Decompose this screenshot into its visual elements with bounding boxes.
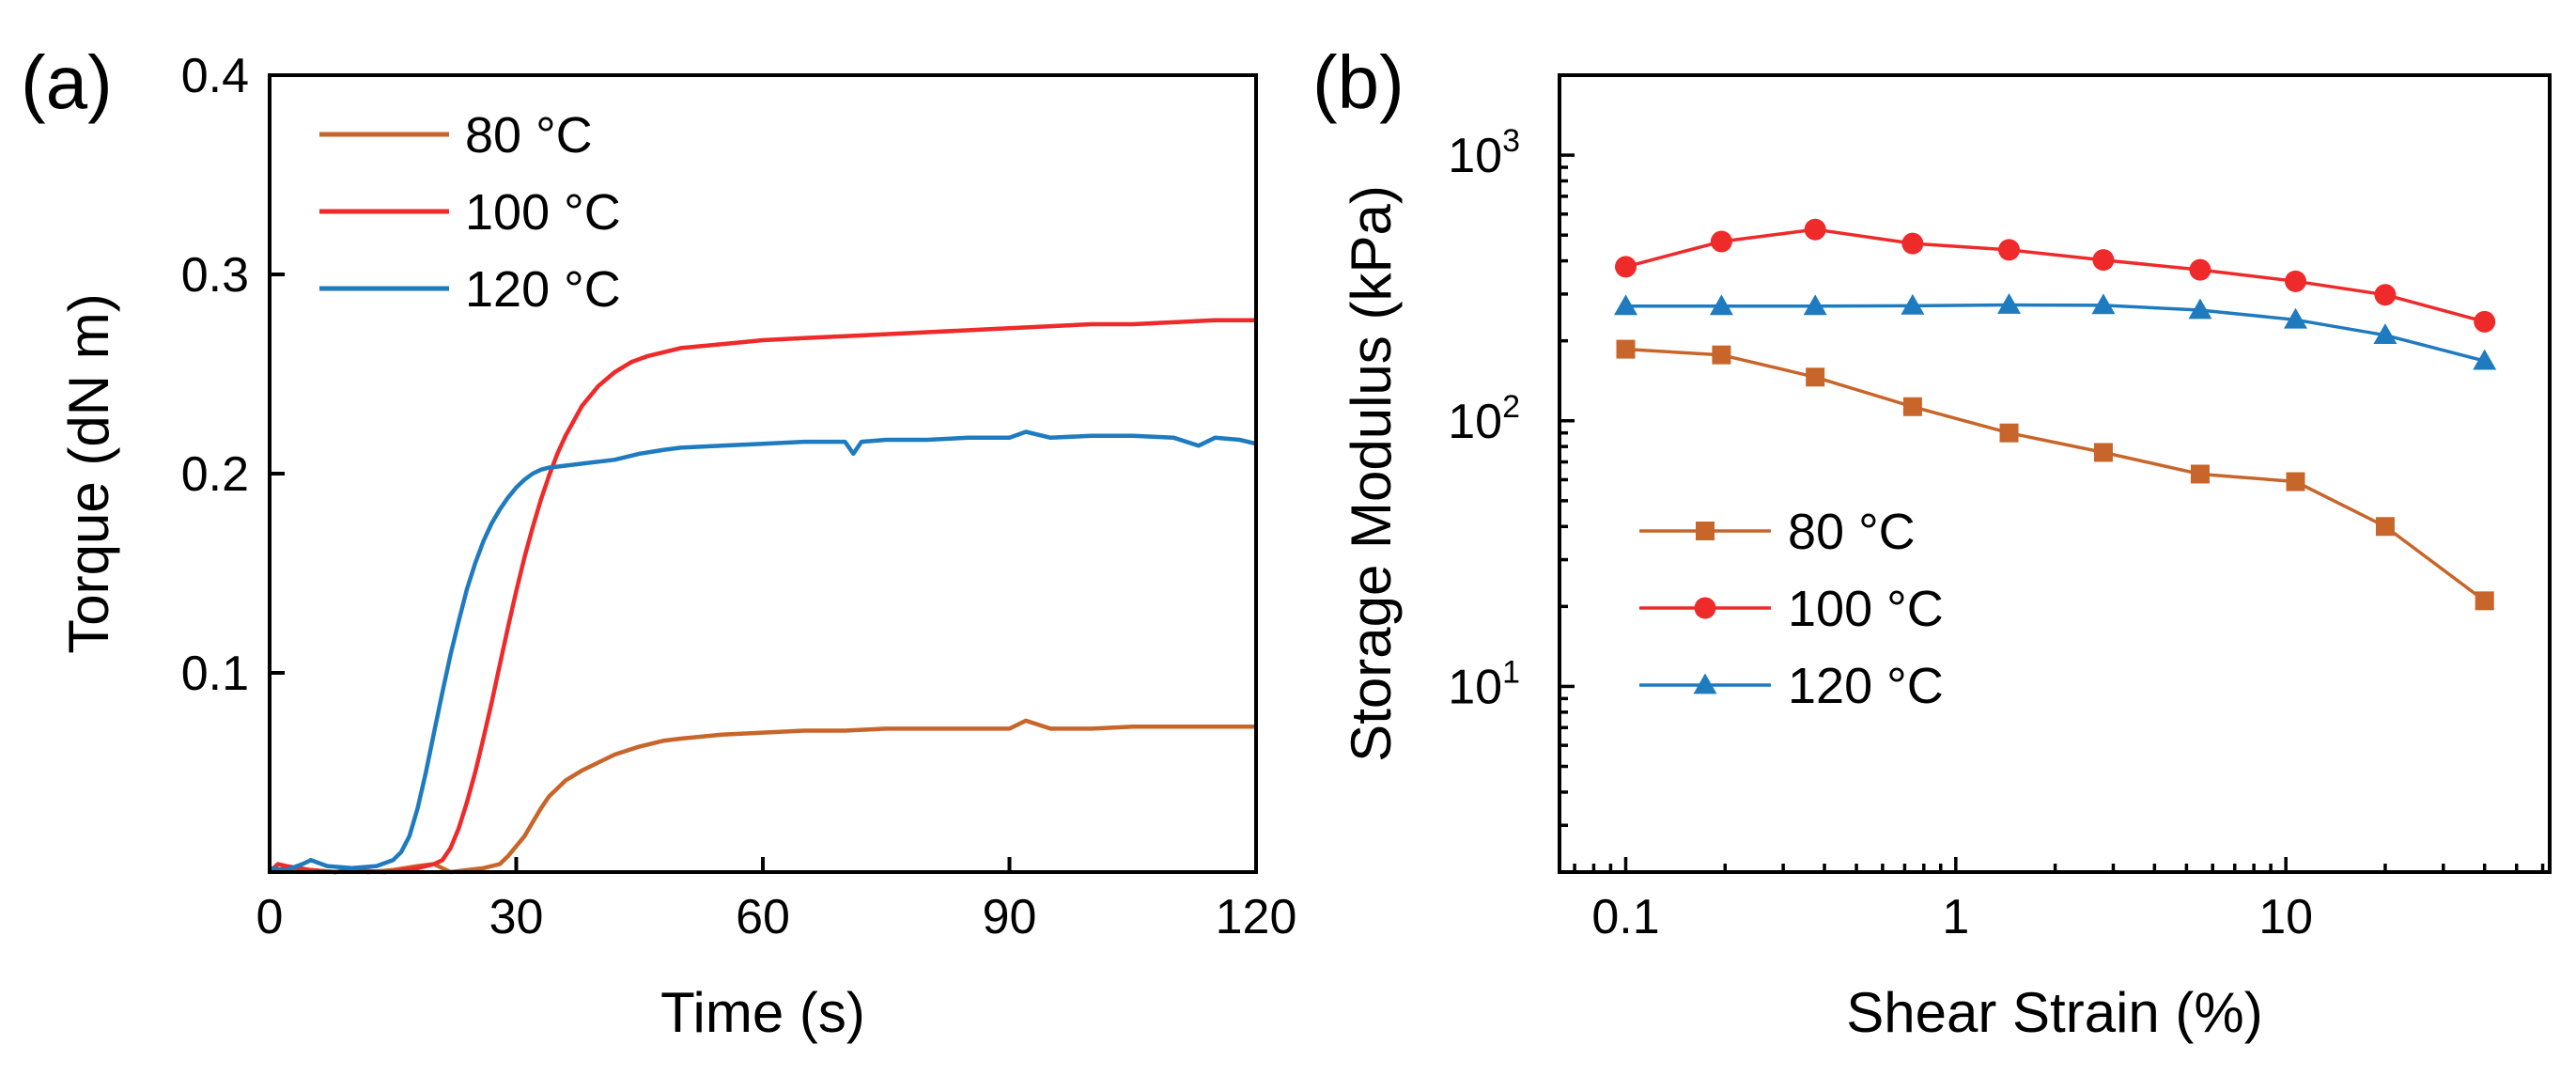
panel-a: (a) 0 30 60 90 120 0.1 0.2 0.3 0.4 80 °C 100 °C 12… [21, 40, 1296, 1044]
panel-a-series-line [269, 718, 1256, 875]
panel-b-data-point [1803, 294, 1827, 316]
panel-b-label: (b) [1312, 40, 1404, 124]
panel-b-legend-label: 120 °C [1788, 658, 1944, 714]
panel-b-plot-frame [1558, 73, 2552, 874]
panel-b-data-point [2474, 310, 2496, 333]
panel-a-x-tick-label: 60 [736, 890, 790, 944]
panel-b-y-tick-label: 102 [1448, 389, 1520, 449]
panel-a-legend: 80 °C 100 °C 120 °C [319, 107, 621, 318]
panel-a-x-tick-label: 90 [983, 890, 1037, 944]
panel-a-ticks: 0 30 60 90 120 0.1 0.2 0.3 0.4 [181, 49, 1297, 944]
panel-b-data-point [1902, 397, 1922, 416]
panel-a-x-tick-label: 120 [1216, 890, 1297, 944]
panel-a-x-tick-label: 0 [256, 890, 284, 944]
panel-b-data-point [1804, 218, 1826, 241]
panel-b-data-point [2283, 307, 2307, 329]
panel-b-data-point [2093, 443, 2113, 462]
panel-a-y-axis-title: Torque (dN m) [57, 293, 120, 653]
panel-a-x-axis-title: Time (s) [660, 981, 865, 1044]
panel-a-y-tick-label: 0.3 [181, 248, 249, 303]
panel-a-x-tick-label: 30 [489, 890, 544, 944]
panel-a-y-tick-label: 0.2 [181, 447, 249, 502]
panel-a-series-line [268, 318, 1256, 875]
panel-b-y-tick-label: 103 [1448, 123, 1520, 183]
panel-b-legend-label: 100 °C [1788, 581, 1944, 637]
panel-a-y-tick-label: 0.4 [181, 49, 249, 103]
panel-b-data-point [1998, 239, 2021, 261]
panel-b-x-tick-label: 1 [1942, 890, 1969, 944]
panel-a-label: (a) [21, 40, 113, 124]
panel-b-data-point [1709, 294, 1733, 316]
panel-b-series-group [1613, 218, 2497, 611]
panel-b-data-point [2475, 591, 2494, 611]
panel-b-data-point [2286, 472, 2305, 491]
panel-b-data-point [2284, 270, 2306, 292]
panel-b-data-point [1997, 292, 2022, 314]
panel-b-data-point [1616, 339, 1636, 359]
panel-b-data-point [1999, 423, 2019, 443]
panel-a-y-tick-label: 0.1 [181, 647, 249, 701]
panel-b-legend-label: 80 °C [1788, 504, 1916, 560]
panel-b-data-point [2473, 349, 2497, 370]
panel-b-data-point [2189, 258, 2211, 281]
panel-a-series-line [269, 429, 1257, 873]
panel-a-plot-frame [268, 73, 1258, 874]
panel-a-legend-label: 100 °C [465, 184, 621, 241]
panel-b-data-point [2092, 249, 2115, 272]
panel-b-y-tick-label: 101 [1448, 654, 1520, 714]
panel-b-x-tick-label: 10 [2258, 890, 2313, 944]
panel-b-ticks: 0.1 1 10 101 102 103 [1448, 73, 2545, 944]
panel-b-series-line [1625, 303, 2486, 363]
panel-b-data-point [2190, 464, 2210, 484]
panel-b-data-point [1806, 367, 1825, 387]
panel-b-y-axis-title: Storage Modulus (kPa) [1340, 185, 1403, 762]
panel-b-legend: 80 °C 100 °C 120 °C [1639, 504, 1944, 714]
panel-b-data-point [1710, 230, 1732, 253]
panel-a-legend-label: 120 °C [465, 261, 621, 318]
panel-a-legend-label: 80 °C [465, 107, 593, 164]
panel-b: (b) 0.1 1 10 101 102 103 80 °C 100 °C 120 °C Sh… [1312, 40, 2552, 1044]
panel-b-series-line [1625, 347, 2486, 602]
panel-b-data-point [2091, 293, 2116, 315]
panel-b-data-point [2374, 284, 2397, 306]
panel-b-data-point [1712, 345, 1731, 365]
panel-b-x-axis-title: Shear Strain (%) [1846, 981, 2263, 1044]
panel-b-data-point [2188, 298, 2212, 320]
panel-b-legend-marker [1694, 597, 1716, 619]
panel-b-legend-marker [1693, 673, 1717, 694]
panel-b-data-point [2373, 323, 2398, 345]
panel-b-data-point [1613, 294, 1637, 316]
panel-b-x-tick-label: 0.1 [1591, 890, 1659, 944]
panel-b-data-point [1901, 232, 1924, 255]
panel-a-series-group [268, 318, 1257, 875]
panel-b-series-line [1625, 227, 2486, 323]
panel-b-data-point [1614, 256, 1637, 278]
panel-b-data-point [1901, 293, 1925, 315]
panel-b-data-point [2375, 517, 2395, 537]
panel-b-legend-marker [1696, 522, 1715, 540]
